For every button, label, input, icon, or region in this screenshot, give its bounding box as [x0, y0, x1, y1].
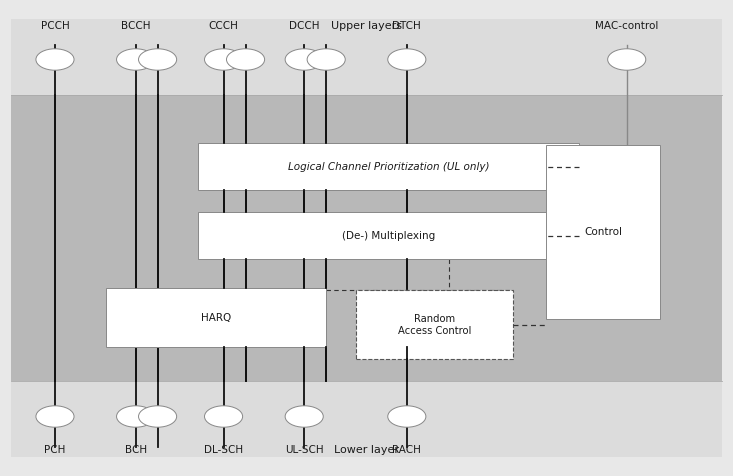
FancyBboxPatch shape: [356, 290, 513, 359]
Ellipse shape: [117, 49, 155, 70]
Text: RACH: RACH: [392, 445, 421, 455]
Text: Lower layer: Lower layer: [334, 445, 399, 455]
Bar: [11, 381, 722, 457]
Text: PCH: PCH: [44, 445, 66, 455]
Text: BCH: BCH: [125, 445, 147, 455]
Text: DTCH: DTCH: [392, 21, 421, 31]
Ellipse shape: [139, 49, 177, 70]
Ellipse shape: [226, 49, 265, 70]
Ellipse shape: [285, 406, 323, 427]
FancyBboxPatch shape: [546, 145, 660, 319]
Text: (De-) Multiplexing: (De-) Multiplexing: [342, 230, 435, 241]
Bar: [11, 19, 722, 95]
Ellipse shape: [139, 406, 177, 427]
Text: BCCH: BCCH: [121, 21, 150, 31]
Ellipse shape: [608, 49, 646, 70]
Ellipse shape: [307, 49, 345, 70]
Text: Control: Control: [584, 227, 622, 237]
Ellipse shape: [117, 406, 155, 427]
Ellipse shape: [388, 406, 426, 427]
FancyBboxPatch shape: [198, 143, 579, 190]
Ellipse shape: [388, 49, 426, 70]
FancyBboxPatch shape: [198, 212, 579, 259]
Text: Upper layers: Upper layers: [331, 21, 402, 31]
Text: DCCH: DCCH: [289, 21, 320, 31]
Text: HARQ: HARQ: [201, 313, 232, 323]
Text: PCCH: PCCH: [40, 21, 70, 31]
Text: Logical Channel Prioritization (UL only): Logical Channel Prioritization (UL only): [288, 161, 489, 172]
Text: MAC-control: MAC-control: [595, 21, 658, 31]
Bar: [11, 95, 722, 381]
Ellipse shape: [205, 49, 243, 70]
Text: Random
Access Control: Random Access Control: [397, 314, 471, 336]
Ellipse shape: [285, 49, 323, 70]
Text: DL-SCH: DL-SCH: [204, 445, 243, 455]
Ellipse shape: [36, 49, 74, 70]
Text: UL-SCH: UL-SCH: [285, 445, 323, 455]
Text: CCCH: CCCH: [209, 21, 238, 31]
FancyBboxPatch shape: [106, 288, 326, 347]
Ellipse shape: [205, 406, 243, 427]
Ellipse shape: [36, 406, 74, 427]
